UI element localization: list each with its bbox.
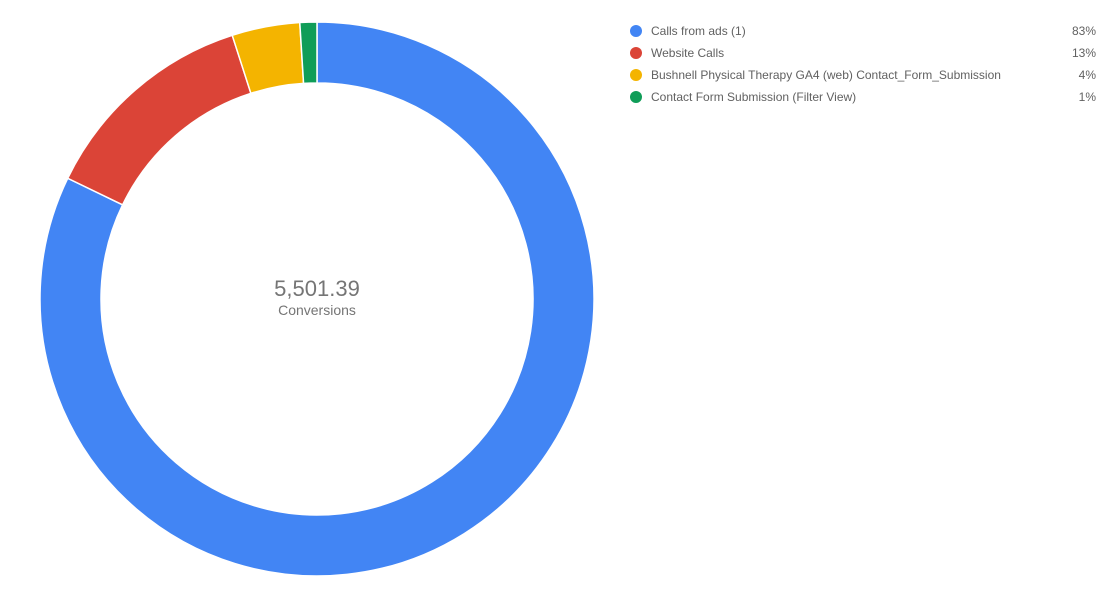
legend-color-dot-icon bbox=[630, 25, 642, 37]
legend-item[interactable]: Calls from ads (1) 83% bbox=[630, 20, 1096, 42]
chart-legend: Calls from ads (1) 83% Website Calls 13% Bus… bbox=[630, 20, 1096, 108]
donut-slice[interactable] bbox=[66, 34, 252, 206]
legend-color-dot-icon bbox=[630, 47, 642, 59]
legend-item[interactable]: Bushnell Physical Therapy GA4 (web) Cont… bbox=[630, 64, 1096, 86]
legend-label: Website Calls bbox=[651, 46, 725, 60]
legend-color-dot-icon bbox=[630, 69, 642, 81]
legend-percentage: 13% bbox=[1071, 46, 1096, 60]
donut-chart: 5,501.39 Conversions bbox=[39, 21, 595, 577]
legend-item[interactable]: Website Calls 13% bbox=[630, 42, 1096, 64]
legend-percentage: 83% bbox=[1071, 24, 1096, 38]
legend-color-dot-icon bbox=[630, 91, 642, 103]
donut-slice[interactable] bbox=[298, 21, 318, 85]
legend-label: Bushnell Physical Therapy GA4 (web) Cont… bbox=[651, 68, 1001, 82]
legend-label: Calls from ads (1) bbox=[651, 24, 746, 38]
donut-slice[interactable] bbox=[39, 21, 595, 577]
donut-chart-svg bbox=[39, 21, 595, 577]
legend-percentage: 4% bbox=[1078, 68, 1096, 82]
legend-label: Contact Form Submission (Filter View) bbox=[651, 90, 857, 104]
legend-percentage: 1% bbox=[1078, 90, 1096, 104]
legend-item[interactable]: Contact Form Submission (Filter View) 1% bbox=[630, 86, 1096, 108]
